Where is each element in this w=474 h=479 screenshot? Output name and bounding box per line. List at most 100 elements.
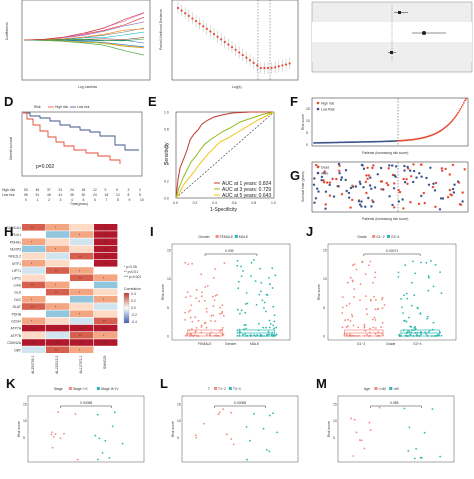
- risk-score-point: [244, 333, 247, 335]
- panel-b-ylabel: Partial Likelihood Deviance: [159, 9, 163, 50]
- heatmap-cell: [94, 317, 118, 325]
- boxplot-legend-group2: T3~4: [233, 387, 241, 391]
- boxplot-group-tick: FEMALE: [198, 342, 212, 346]
- risk-score-point: [346, 333, 348, 336]
- heatmap-cell: [22, 224, 46, 231]
- risk-score-point: [189, 295, 192, 297]
- risk-score-point: [449, 121, 452, 124]
- risk-score-point: [453, 117, 455, 120]
- cv-point: [270, 66, 273, 70]
- risk-score-point: [242, 333, 244, 336]
- risk-score-point: [423, 431, 426, 434]
- heatmap-cell: [70, 267, 94, 274]
- risk-score-point: [413, 294, 416, 297]
- heatmap-star: ***: [103, 226, 108, 230]
- risk-score-point: [359, 439, 361, 441]
- heatmap-cell: [70, 310, 94, 317]
- survival-point: [373, 186, 377, 189]
- heatmap-cell: [46, 274, 70, 281]
- risk-score-point: [246, 458, 248, 461]
- legend-swatch-group1: [215, 235, 219, 238]
- heatmap-star: *: [103, 277, 105, 281]
- risk-score-point: [258, 323, 260, 325]
- comparison-pvalue: 0.00058: [80, 401, 92, 405]
- heatmap-scale-tick: 0.4: [131, 292, 136, 296]
- risk-score-point: [225, 433, 228, 436]
- survival-point: [387, 167, 390, 170]
- panel-e-roc-curve: E Sensitivity 1-Specificity 0.0 0.0 0.2 0.2…: [148, 94, 276, 213]
- survival-point: [351, 198, 354, 202]
- risk-score-point: [212, 314, 215, 317]
- boxplot-ytick: 0: [323, 335, 325, 339]
- risk-score-point: [403, 294, 405, 297]
- heatmap-cell: [46, 281, 70, 289]
- risk-score-point: [454, 116, 456, 119]
- survival-point: [420, 175, 423, 178]
- risk-score-point: [456, 113, 459, 115]
- risk-score-point: [111, 425, 114, 428]
- panel-k-boxplot: K Stage Stage I~II Stage III~IV Risk score 15…: [6, 376, 145, 463]
- heatmap-gene-label: NFE2L2: [9, 255, 22, 259]
- risk-score-point: [236, 259, 239, 262]
- panel-d-low-risk-curve: [23, 112, 139, 151]
- survival-point: [338, 172, 341, 175]
- risk-score-point: [361, 260, 364, 263]
- risk-score-point: [222, 408, 225, 410]
- heatmap-star: ***: [31, 327, 36, 331]
- heatmap-cell: [22, 288, 46, 296]
- risk-score-point: [419, 312, 422, 315]
- risk-score-point: [236, 308, 239, 311]
- panel-letter-j: J: [306, 224, 313, 239]
- survival-point: [427, 183, 431, 186]
- risk-score-point: [440, 292, 443, 294]
- risk-score-point: [372, 318, 374, 321]
- boxplot-group-tick: G3~4: [413, 342, 422, 346]
- risk-score-point: [243, 324, 246, 327]
- risk-score-point: [191, 262, 194, 265]
- survival-point: [313, 177, 316, 180]
- boxplot-ytick: 15: [177, 403, 181, 407]
- survival-point: [361, 164, 364, 167]
- cv-point: [256, 64, 259, 67]
- risk-score-point: [406, 297, 409, 300]
- risk-score-point: [408, 426, 411, 429]
- survival-point: [425, 176, 428, 180]
- heatmap-cell: [46, 231, 70, 238]
- risk-score-point: [461, 104, 464, 106]
- risk-score-point: [259, 267, 262, 270]
- survival-point: [351, 184, 354, 187]
- risk-score-point: [269, 323, 272, 325]
- risk-score-point: [184, 334, 187, 337]
- risk-score-point: [430, 260, 432, 262]
- risk-score-point: [203, 299, 206, 302]
- boxplot-ytick: 10: [167, 277, 171, 281]
- survival-point: [402, 207, 405, 210]
- risk-score-point: [460, 106, 463, 108]
- risk-score-point: [353, 263, 356, 266]
- risk-count-low: 24: [93, 193, 97, 197]
- risk-score-point: [210, 314, 213, 317]
- heatmap-cell: [94, 260, 118, 267]
- survival-point: [328, 181, 332, 184]
- heatmap-star: **: [79, 334, 82, 338]
- risk-score-point: [273, 327, 275, 330]
- heatmap-star: **: [31, 226, 34, 230]
- survival-point: [365, 191, 368, 195]
- cv-point: [230, 46, 234, 49]
- risk-score-point: [349, 276, 352, 279]
- heatmap-cell: [22, 324, 46, 332]
- panel-h-legend-title: Correlation: [124, 287, 141, 291]
- survival-point: [364, 180, 368, 184]
- risk-score-point: [439, 455, 441, 458]
- roc-3-year: [175, 111, 275, 199]
- risk-score-point: [403, 407, 406, 410]
- heatmap-scale-tick: -0.4: [131, 320, 137, 324]
- panel-d-pvalue: p=0.002: [36, 164, 54, 170]
- risk-score-point: [242, 270, 244, 272]
- risk-score-point: [353, 418, 356, 421]
- risk-score-point: [341, 296, 344, 298]
- panel-e-xlabel: 1-Specificity: [210, 207, 237, 213]
- survival-point: [322, 181, 326, 184]
- survival-point: [451, 163, 455, 167]
- risk-score-point: [420, 261, 422, 264]
